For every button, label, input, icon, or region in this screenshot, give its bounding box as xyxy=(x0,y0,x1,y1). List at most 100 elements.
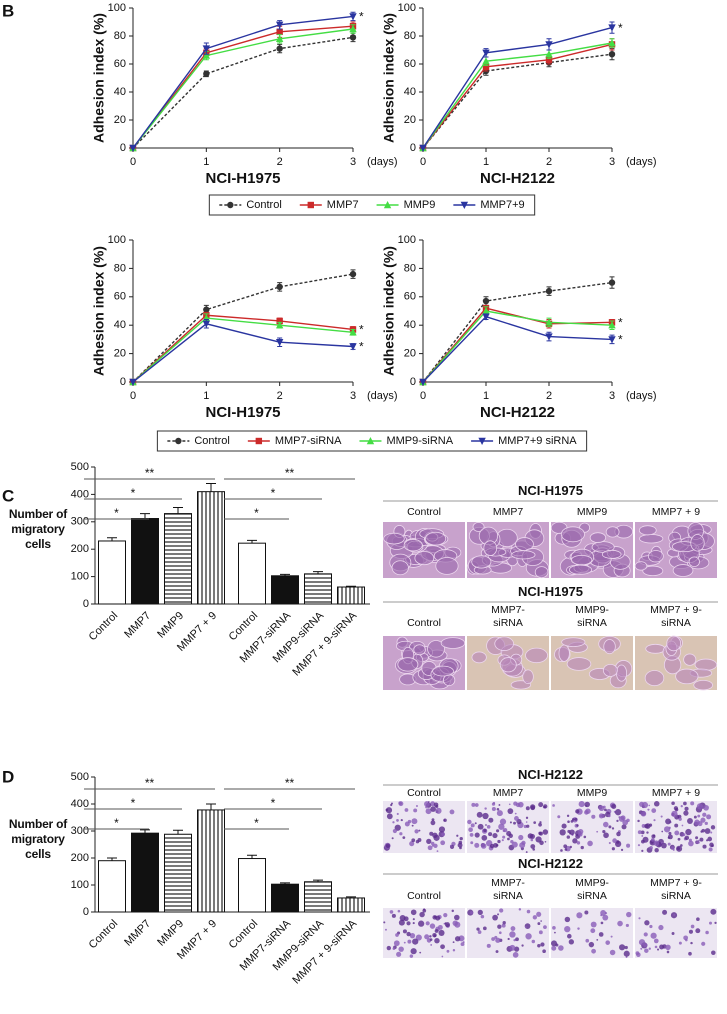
cell xyxy=(590,921,597,928)
cell xyxy=(533,821,537,824)
y-tick-label: 200 xyxy=(71,543,89,555)
cell xyxy=(523,824,527,829)
cell xyxy=(392,828,397,834)
cell xyxy=(576,824,579,827)
cell xyxy=(567,820,570,823)
cell xyxy=(666,950,670,954)
cell xyxy=(568,564,593,575)
cell xyxy=(678,941,682,945)
cell xyxy=(642,565,664,577)
cell xyxy=(474,842,480,848)
cell xyxy=(396,819,399,822)
cell xyxy=(604,808,607,812)
cell xyxy=(591,948,596,954)
y-tick-label: 0 xyxy=(83,598,89,610)
cell xyxy=(446,949,450,953)
x-tick-label: 2 xyxy=(277,390,283,402)
x-tick-label: 3 xyxy=(350,156,356,168)
cell xyxy=(564,925,571,933)
cell xyxy=(648,550,664,563)
cell xyxy=(527,833,534,839)
marker xyxy=(545,333,553,341)
cell xyxy=(492,914,498,921)
y-tick-label: 60 xyxy=(404,291,416,303)
cell xyxy=(601,549,622,559)
bar xyxy=(238,542,266,605)
cell xyxy=(462,941,465,944)
cell xyxy=(470,823,475,828)
legend-label: Control xyxy=(194,435,229,447)
marker xyxy=(202,45,211,53)
cell xyxy=(572,838,578,844)
cell xyxy=(431,818,435,822)
micrograph-label: MMP7- siRNA xyxy=(491,877,525,902)
y-tick-label: 80 xyxy=(114,30,126,42)
cell xyxy=(399,832,403,836)
cell xyxy=(508,833,513,839)
cell xyxy=(688,951,692,956)
cell xyxy=(621,824,627,830)
cell xyxy=(402,929,407,934)
cell xyxy=(493,842,498,848)
cell xyxy=(649,924,653,929)
bar xyxy=(304,881,332,913)
cell xyxy=(474,803,479,807)
cell xyxy=(552,804,555,807)
cell xyxy=(667,842,671,846)
cell xyxy=(637,830,642,835)
cell xyxy=(443,818,447,823)
cell xyxy=(430,820,436,826)
significance-label: * xyxy=(114,816,119,830)
marker xyxy=(227,201,234,209)
cell xyxy=(571,818,575,821)
cell xyxy=(650,932,657,939)
cell xyxy=(525,816,529,820)
cell xyxy=(684,806,689,811)
cell xyxy=(599,814,602,817)
marker xyxy=(349,270,357,278)
cell xyxy=(575,809,580,814)
cell xyxy=(648,823,653,827)
cell xyxy=(435,807,442,814)
cell xyxy=(397,657,419,672)
cell xyxy=(598,932,604,937)
x-tick-label: 2 xyxy=(277,156,283,168)
cell xyxy=(514,816,519,821)
cell xyxy=(424,531,447,546)
cell xyxy=(711,950,716,955)
cell xyxy=(389,910,394,914)
cell xyxy=(499,657,517,673)
marker xyxy=(608,39,616,47)
cell xyxy=(403,916,409,922)
cell xyxy=(677,837,681,841)
bar xyxy=(164,833,192,913)
y-tick-label: 0 xyxy=(83,906,89,918)
marker xyxy=(545,41,553,49)
cell xyxy=(602,663,618,677)
cell xyxy=(690,534,705,552)
x-tick-label: 0 xyxy=(130,156,136,168)
cell xyxy=(700,817,706,823)
cell xyxy=(424,934,430,940)
cell xyxy=(646,831,649,834)
legend: Control MMP7-siRNA MMP9-siRNA MMP7+9 siRNA xyxy=(167,435,577,447)
cell xyxy=(415,839,420,844)
cell xyxy=(491,806,496,811)
cell xyxy=(681,824,684,827)
series-line xyxy=(422,281,613,383)
y-axis-label: Adhesion index (%) xyxy=(91,13,107,143)
cell xyxy=(584,810,589,815)
cell xyxy=(616,664,628,682)
cell xyxy=(648,947,651,950)
cell xyxy=(710,825,716,830)
cell xyxy=(569,829,575,835)
cell xyxy=(501,923,506,928)
marker xyxy=(383,201,392,209)
cell xyxy=(526,824,530,828)
significance-label: * xyxy=(254,506,259,520)
marker xyxy=(129,378,137,386)
error-bar xyxy=(313,879,323,882)
cell xyxy=(583,835,587,839)
series-line xyxy=(422,42,613,149)
cell xyxy=(539,821,542,824)
